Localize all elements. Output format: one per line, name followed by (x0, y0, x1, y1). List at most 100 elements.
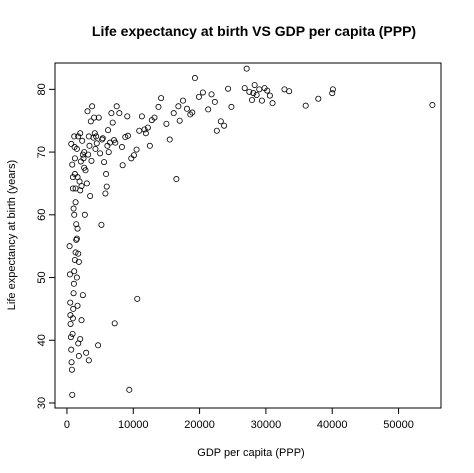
data-points (66, 65, 436, 398)
data-point (141, 126, 148, 133)
data-point (286, 88, 293, 95)
data-point (98, 221, 105, 228)
data-point (130, 152, 137, 159)
data-point (68, 346, 75, 353)
data-point (119, 162, 126, 169)
data-point (83, 349, 90, 356)
data-point (302, 102, 309, 109)
data-point (158, 95, 165, 102)
data-point (67, 334, 74, 341)
data-point (250, 90, 257, 97)
data-point (243, 65, 250, 72)
x-axis: 0 10000 20000 30000 40000 50000 (64, 408, 414, 431)
data-point (78, 182, 85, 189)
data-point (189, 109, 196, 116)
data-point (163, 120, 170, 127)
data-point (86, 142, 93, 149)
data-point (79, 292, 86, 299)
data-point (155, 103, 162, 110)
data-point (84, 108, 91, 115)
data-point (134, 295, 141, 302)
data-point (71, 211, 78, 218)
data-point (213, 127, 220, 134)
data-point (170, 110, 177, 117)
data-point (77, 130, 84, 137)
data-point (256, 86, 263, 93)
data-point (136, 127, 143, 134)
data-point (95, 342, 102, 349)
data-point (73, 236, 80, 243)
data-point (95, 114, 102, 121)
data-point (113, 103, 120, 110)
data-point (101, 159, 108, 166)
data-point (72, 199, 79, 206)
data-point (146, 142, 153, 149)
data-point (88, 157, 95, 164)
data-point (97, 150, 104, 157)
data-point (69, 330, 76, 337)
data-point (180, 97, 187, 104)
data-point (266, 92, 273, 99)
data-point (75, 133, 82, 140)
data-point (77, 187, 84, 194)
data-point (225, 85, 232, 92)
data-point (105, 127, 112, 134)
chart-title: Life expectancy at birth VS GDP per capi… (92, 23, 416, 39)
x-tick-label: 30000 (251, 419, 282, 431)
x-axis-label: GDP per capita (PPP) (197, 447, 304, 459)
x-tick-label: 10000 (118, 419, 149, 431)
data-point (89, 103, 96, 110)
y-axis-label: Life expectancy at birth (years) (6, 160, 18, 310)
y-tick-label: 50 (36, 271, 48, 283)
data-point (211, 98, 218, 105)
data-point (248, 97, 255, 104)
data-point (67, 299, 74, 306)
data-point (124, 132, 131, 139)
data-point (83, 180, 90, 187)
data-point (124, 113, 131, 120)
data-point (187, 111, 194, 118)
data-point (329, 90, 336, 97)
y-tick-label: 30 (36, 397, 48, 409)
data-point (85, 357, 92, 364)
data-point (228, 103, 235, 110)
data-point (67, 320, 74, 327)
data-point (176, 117, 183, 124)
data-point (77, 335, 84, 342)
data-point (81, 211, 88, 218)
data-point (195, 93, 202, 100)
data-point (87, 118, 94, 125)
data-point (151, 114, 158, 121)
data-point (166, 136, 173, 143)
data-point (142, 130, 149, 137)
data-point (68, 366, 75, 373)
data-point (99, 135, 106, 142)
data-point (246, 88, 253, 95)
data-point (217, 118, 224, 125)
data-point (103, 171, 110, 178)
data-point (429, 102, 436, 109)
data-point (91, 130, 98, 137)
data-point (71, 133, 78, 140)
x-tick-label: 20000 (184, 419, 215, 431)
data-point (73, 145, 80, 152)
data-point (69, 185, 76, 192)
data-point (68, 359, 75, 366)
plot-frame (54, 62, 442, 409)
x-tick-label: 50000 (383, 419, 414, 431)
data-point (74, 225, 81, 232)
data-point (73, 274, 80, 281)
data-point (80, 155, 87, 162)
data-point (264, 87, 271, 94)
data-point (111, 320, 118, 327)
data-point (73, 221, 80, 228)
data-point (87, 192, 94, 199)
data-point (221, 122, 228, 129)
data-point (269, 100, 276, 107)
data-point (108, 110, 115, 117)
data-point (102, 190, 109, 197)
data-point (253, 91, 260, 98)
data-point (205, 106, 212, 113)
data-point (116, 110, 123, 117)
